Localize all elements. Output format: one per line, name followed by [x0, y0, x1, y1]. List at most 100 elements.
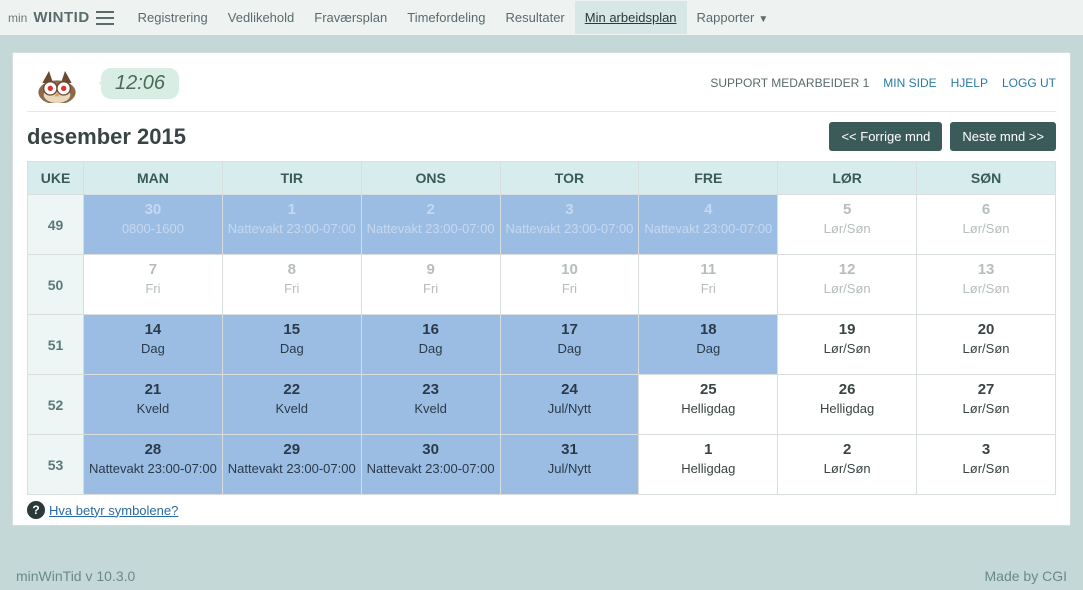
header-right: SUPPORT MEDARBEIDER 1 MIN SIDE HJELP LOG…: [710, 76, 1056, 90]
day-cell[interactable]: 15Dag: [222, 315, 361, 375]
header-row: 12:06 SUPPORT MEDARBEIDER 1 MIN SIDE HJE…: [27, 63, 1056, 103]
day-cell[interactable]: 13Lør/Søn: [917, 255, 1056, 315]
day-cell[interactable]: 31Jul/Nytt: [500, 435, 639, 495]
day-number: 2: [366, 201, 496, 218]
day-number: 29: [227, 441, 357, 458]
day-cell[interactable]: 20Lør/Søn: [917, 315, 1056, 375]
nav-item-2[interactable]: Fraværsplan: [304, 1, 397, 34]
day-cell[interactable]: 7Fri: [84, 255, 223, 315]
nav-item-3[interactable]: Timefordeling: [397, 1, 495, 34]
divider: [27, 111, 1056, 112]
brand[interactable]: minWINTID: [8, 9, 114, 26]
day-number: 5: [782, 201, 912, 218]
week-row: 49300800-16001Nattevakt 23:00-07:002Natt…: [28, 195, 1056, 255]
clock-bubble: 12:06: [101, 68, 179, 99]
top-navbar: minWINTID RegistreringVedlikeholdFraværs…: [0, 0, 1083, 36]
link-hjelp[interactable]: HJELP: [951, 76, 988, 90]
day-cell[interactable]: 30 0800-1600: [84, 195, 223, 255]
day-cell[interactable]: 9Fri: [361, 255, 500, 315]
nav-item-1[interactable]: Vedlikehold: [218, 1, 305, 34]
day-cell[interactable]: 10 Fri: [500, 255, 639, 315]
nav-item-0[interactable]: Registrering: [128, 1, 218, 34]
day-label: Lør/Søn: [963, 341, 1010, 356]
day-number: 23: [366, 381, 496, 398]
day-cell[interactable]: 16 Dag: [361, 315, 500, 375]
day-number: 21: [88, 381, 218, 398]
day-cell[interactable]: 21Kveld: [84, 375, 223, 435]
day-cell[interactable]: 22Kveld: [222, 375, 361, 435]
link-loggut[interactable]: LOGG UT: [1002, 76, 1056, 90]
day-number: 1: [227, 201, 357, 218]
day-label: Lør/Søn: [963, 461, 1010, 476]
day-cell[interactable]: 24Jul/Nytt: [500, 375, 639, 435]
day-number: 12: [782, 261, 912, 278]
day-number: 30: [88, 201, 218, 218]
day-cell[interactable]: 27Lør/Søn: [917, 375, 1056, 435]
day-cell[interactable]: 19Lør/Søn: [778, 315, 917, 375]
day-number: 6: [921, 201, 1051, 218]
col-header-tir: TIR: [222, 162, 361, 195]
nav-item-5[interactable]: Min arbeidsplan: [575, 1, 687, 34]
brand-prefix: min: [8, 11, 27, 25]
week-number: 52: [28, 375, 84, 435]
day-cell[interactable]: 1Helligdag: [639, 435, 778, 495]
nav-item-4[interactable]: Resultater: [496, 1, 575, 34]
day-cell[interactable]: 23Kveld: [361, 375, 500, 435]
month-nav: << Forrige mnd Neste mnd >>: [829, 122, 1056, 151]
nav-items: RegistreringVedlikeholdFraværsplanTimefo…: [128, 1, 779, 34]
day-label: Dag: [419, 341, 443, 356]
day-cell[interactable]: 12Lør/Søn: [778, 255, 917, 315]
col-header-tor: TOR: [500, 162, 639, 195]
day-cell[interactable]: 30Nattevakt 23:00-07:00: [361, 435, 500, 495]
day-cell[interactable]: 1 Nattevakt 23:00-07:00: [222, 195, 361, 255]
day-label: 0800-1600: [122, 221, 184, 236]
col-header-fre: FRE: [639, 162, 778, 195]
day-number: 2: [782, 441, 912, 458]
legend-link[interactable]: Hva betyr symbolene?: [49, 503, 178, 518]
day-number: 14: [88, 321, 218, 338]
day-cell[interactable]: 17Dag: [500, 315, 639, 375]
page-card: 12:06 SUPPORT MEDARBEIDER 1 MIN SIDE HJE…: [12, 52, 1071, 526]
legend: ? Hva betyr symbolene?: [27, 501, 1056, 519]
day-cell[interactable]: 29Nattevakt 23:00-07:00: [222, 435, 361, 495]
day-cell[interactable]: 18Dag: [639, 315, 778, 375]
day-number: 16: [366, 321, 496, 338]
caret-down-icon: ▼: [758, 14, 768, 25]
day-cell[interactable]: 2Nattevakt 23:00-07:00: [361, 195, 500, 255]
week-number: 51: [28, 315, 84, 375]
day-number: 3: [921, 441, 1051, 458]
day-cell[interactable]: 3 Lør/Søn: [917, 435, 1056, 495]
day-number: 25: [643, 381, 773, 398]
day-number: 26: [782, 381, 912, 398]
nav-item-6[interactable]: Rapporter▼: [687, 1, 779, 34]
day-number: 4: [643, 201, 773, 218]
month-title: desember 2015: [27, 124, 186, 150]
day-label: Nattevakt 23:00-07:00: [228, 221, 356, 236]
day-number: 30: [366, 441, 496, 458]
day-cell[interactable]: 14 Dag: [84, 315, 223, 375]
col-header-lør: LØR: [778, 162, 917, 195]
day-number: 10: [505, 261, 635, 278]
day-cell[interactable]: 8Fri: [222, 255, 361, 315]
prev-month-button[interactable]: << Forrige mnd: [829, 122, 942, 151]
day-cell[interactable]: 25 Helligdag: [639, 375, 778, 435]
day-cell[interactable]: 26Helligdag: [778, 375, 917, 435]
day-number: 7: [88, 261, 218, 278]
menu-icon[interactable]: [96, 11, 114, 25]
day-label: Fri: [562, 281, 577, 296]
day-label: Fri: [423, 281, 438, 296]
day-number: 17: [505, 321, 635, 338]
day-cell[interactable]: 5Lør/Søn: [778, 195, 917, 255]
day-cell[interactable]: 11Fri: [639, 255, 778, 315]
day-cell[interactable]: 28Nattevakt 23:00-07:00: [84, 435, 223, 495]
day-label: Dag: [141, 341, 165, 356]
day-cell[interactable]: 6Lør/Søn: [917, 195, 1056, 255]
day-cell[interactable]: 4Nattevakt 23:00-07:00: [639, 195, 778, 255]
next-month-button[interactable]: Neste mnd >>: [950, 122, 1056, 151]
day-label: Lør/Søn: [824, 341, 871, 356]
day-cell[interactable]: 3Nattevakt 23:00-07:00: [500, 195, 639, 255]
link-minside[interactable]: MIN SIDE: [883, 76, 936, 90]
help-icon[interactable]: ?: [27, 501, 45, 519]
day-label: Helligdag: [681, 401, 735, 416]
day-cell[interactable]: 2Lør/Søn: [778, 435, 917, 495]
